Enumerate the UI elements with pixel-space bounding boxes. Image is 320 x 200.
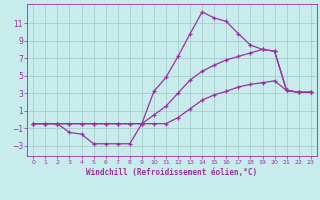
X-axis label: Windchill (Refroidissement éolien,°C): Windchill (Refroidissement éolien,°C) [86,168,258,177]
